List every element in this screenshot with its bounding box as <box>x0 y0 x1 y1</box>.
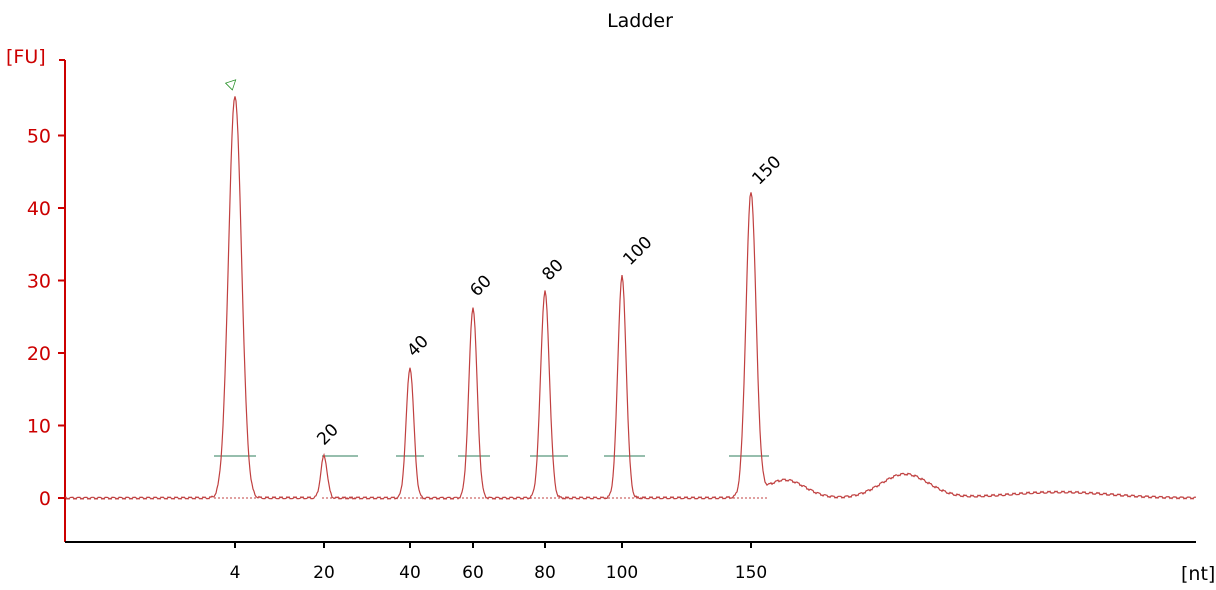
chart-title: Ladder <box>607 10 673 32</box>
peak-label: 60 <box>466 271 495 300</box>
x-tick-label: 80 <box>534 563 556 583</box>
x-axis-unit-label: [nt] <box>1181 563 1215 585</box>
y-tick-label: 10 <box>27 416 51 438</box>
x-tick-label: 150 <box>735 563 767 583</box>
y-tick-label: 20 <box>27 343 51 365</box>
trace-series <box>64 96 1197 501</box>
peak-label: 40 <box>403 332 432 361</box>
y-axis: 0 10 20 30 40 50 <box>27 59 66 542</box>
y-tick-label: 0 <box>39 488 51 510</box>
x-tick-label: 100 <box>606 563 638 583</box>
peak-labels: ▷ 20 40 60 80 100 150 <box>223 73 786 449</box>
lower-marker-icon: ▷ <box>223 73 242 92</box>
x-axis: 4 20 40 60 80 100 150 <box>65 541 1196 583</box>
y-axis-unit-label: [FU] <box>6 46 46 68</box>
x-tick-label: 20 <box>313 563 335 583</box>
y-tick-label: 50 <box>27 126 51 148</box>
x-tick-label: 4 <box>230 563 241 583</box>
x-tick-label: 40 <box>399 563 421 583</box>
peak-label: 150 <box>748 152 785 189</box>
y-tick-label: 40 <box>27 198 51 220</box>
peak-label: 80 <box>538 255 567 284</box>
baseline-markers <box>214 455 769 499</box>
peak-label: 20 <box>313 420 342 449</box>
y-tick-label: 30 <box>27 271 51 293</box>
x-tick-label: 60 <box>462 563 484 583</box>
peak-label: 100 <box>619 233 656 270</box>
signal-trace-line <box>64 96 1197 501</box>
